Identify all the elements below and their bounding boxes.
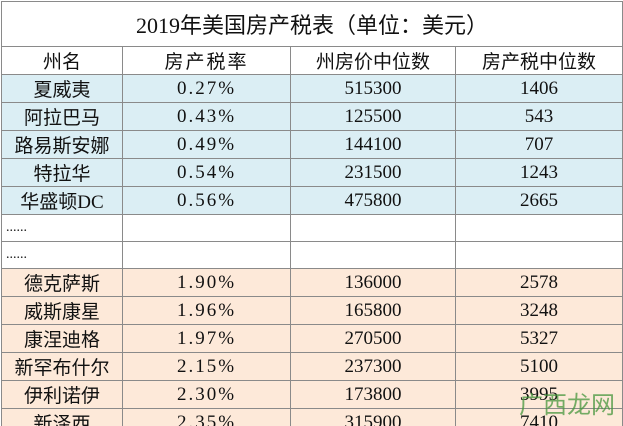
cell: 1.90% bbox=[122, 268, 291, 297]
data-row: 德克萨斯 1.90% 136000 2578 bbox=[1, 268, 623, 297]
row-label: 路易斯安娜 bbox=[1, 130, 123, 159]
cell: 2578 bbox=[454, 268, 623, 297]
cell: 231500 bbox=[290, 158, 456, 187]
cell: 2.30% bbox=[122, 380, 291, 409]
cell: 315900 bbox=[290, 408, 456, 426]
data-row: 阿拉巴马 0.43% 125500 543 bbox=[1, 102, 623, 131]
cell: 房产税率 bbox=[122, 46, 291, 75]
cell: 7410 bbox=[454, 408, 623, 426]
cell: 2.15% bbox=[122, 352, 291, 381]
cell bbox=[290, 241, 456, 269]
title-row: 2019年美国房产税表（单位：美元） bbox=[0, 1, 623, 47]
cell: 136000 bbox=[290, 268, 456, 297]
header-row: 州名 房产税率 州房价中位数 房产税中位数 bbox=[1, 46, 623, 75]
table-title: 2019年美国房产税表（单位：美元） bbox=[0, 1, 623, 47]
cell: 1.97% bbox=[122, 324, 291, 353]
row-label: 新罕布什尔 bbox=[1, 352, 123, 381]
row-label: 夏威夷 bbox=[1, 74, 123, 103]
cell: 0.27% bbox=[122, 74, 291, 103]
data-row: 夏威夷 0.27% 515300 1406 bbox=[1, 74, 623, 103]
cell: 144100 bbox=[290, 130, 456, 159]
data-row: 康涅迪格 1.97% 270500 5327 bbox=[1, 324, 623, 353]
cell: 165800 bbox=[290, 296, 456, 325]
data-row: 新泽西 2.35% 315900 7410 bbox=[1, 408, 623, 426]
cell: 707 bbox=[454, 130, 623, 159]
watermark: 广西龙网 bbox=[519, 391, 615, 419]
cell: 515300 bbox=[290, 74, 456, 103]
cell: 125500 bbox=[290, 102, 456, 131]
cell: 0.43% bbox=[122, 102, 291, 131]
cell bbox=[454, 241, 623, 269]
cell: 270500 bbox=[290, 324, 456, 353]
cell bbox=[454, 214, 623, 242]
row-label: 特拉华 bbox=[1, 158, 123, 187]
gap-row: ...... bbox=[1, 241, 623, 269]
cell: 房产税中位数 bbox=[454, 46, 623, 75]
cell bbox=[122, 241, 291, 269]
cell: 543 bbox=[454, 102, 623, 131]
row-label: 新泽西 bbox=[1, 408, 123, 426]
cell: 5327 bbox=[454, 324, 623, 353]
data-row: 华盛顿DC 0.56% 475800 2665 bbox=[1, 186, 623, 215]
cell: 173800 bbox=[290, 380, 456, 409]
cell: 0.54% bbox=[122, 158, 291, 187]
row-label: 阿拉巴马 bbox=[1, 102, 123, 131]
data-row: 伊利诺伊 2.30% 173800 3995 bbox=[1, 380, 623, 409]
cell: 0.49% bbox=[122, 130, 291, 159]
data-row: 特拉华 0.54% 231500 1243 bbox=[1, 158, 623, 187]
cell: 475800 bbox=[290, 186, 456, 215]
cell bbox=[122, 214, 291, 242]
cell: 0.56% bbox=[122, 186, 291, 215]
row-label: ...... bbox=[1, 214, 123, 242]
row-label: ...... bbox=[1, 241, 123, 269]
cell: 2.35% bbox=[122, 408, 291, 426]
cell: 237300 bbox=[290, 352, 456, 381]
cell: 1243 bbox=[454, 158, 623, 187]
row-label: 威斯康星 bbox=[1, 296, 123, 325]
row-label: 康涅迪格 bbox=[1, 324, 123, 353]
gap-row: ...... bbox=[1, 214, 623, 242]
row-label: 德克萨斯 bbox=[1, 268, 123, 297]
row-label: 州名 bbox=[1, 46, 123, 75]
cell: 5100 bbox=[454, 352, 623, 381]
cell bbox=[290, 214, 456, 242]
cell: 3995 bbox=[454, 380, 623, 409]
data-row: 威斯康星 1.96% 165800 3248 bbox=[1, 296, 623, 325]
data-row: 路易斯安娜 0.49% 144100 707 bbox=[1, 130, 623, 159]
cell: 3248 bbox=[454, 296, 623, 325]
data-row: 新罕布什尔 2.15% 237300 5100 bbox=[1, 352, 623, 381]
cell: 2665 bbox=[454, 186, 623, 215]
cell: 1.96% bbox=[122, 296, 291, 325]
row-label: 伊利诺伊 bbox=[1, 380, 123, 409]
cell: 州房价中位数 bbox=[290, 46, 456, 75]
cell: 1406 bbox=[454, 74, 623, 103]
row-label: 华盛顿DC bbox=[1, 186, 123, 215]
